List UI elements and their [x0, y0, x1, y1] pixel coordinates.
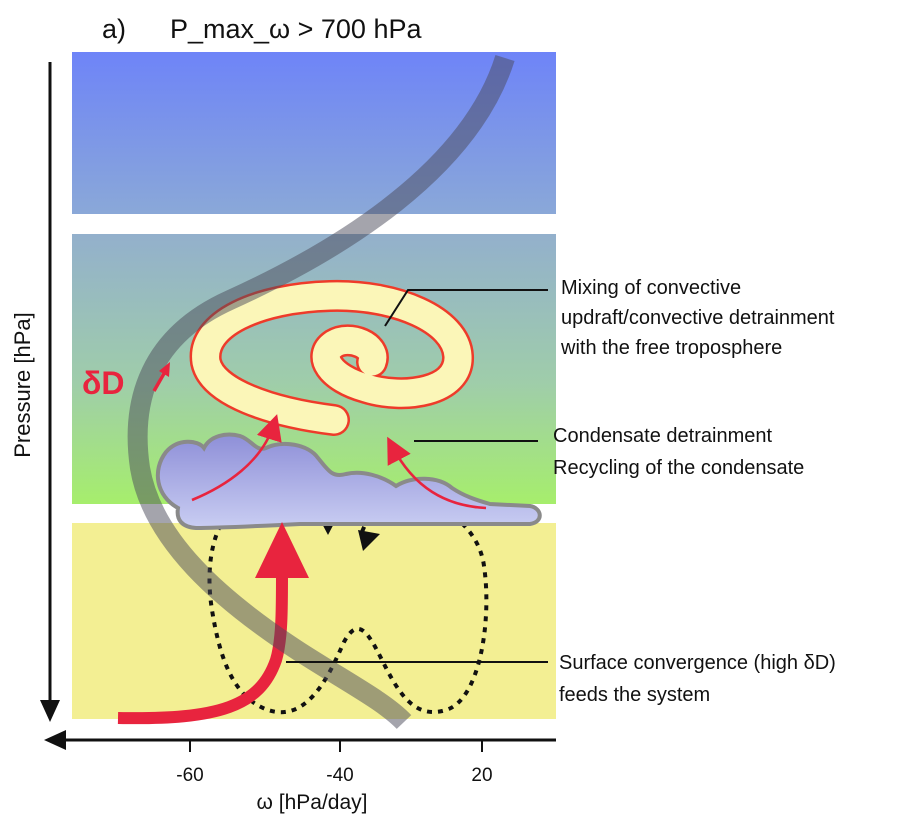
- mixing-leader-line: [384, 289, 548, 327]
- x-axis-arrowhead: [44, 730, 66, 750]
- surface-annotation-line-2: feeds the system: [559, 684, 710, 706]
- detrainment-arrow-right: [387, 436, 487, 510]
- omega-profile-curve: [127, 54, 515, 730]
- upper-troposphere-layer: [72, 52, 556, 214]
- mixing-annotation-line-3: with the free troposphere: [560, 337, 782, 359]
- x-axis-label: ω [hPa/day]: [257, 791, 368, 814]
- condensate-annotation-line-2: Recycling of the condensate: [553, 457, 804, 479]
- detrainment-arrow-left: [191, 414, 282, 502]
- y-axis-arrowhead: [40, 700, 60, 722]
- x-tick-label-2: -40: [326, 765, 353, 786]
- delta-d-label: δD: [82, 365, 125, 401]
- surface-inflow-arrow: [117, 571, 288, 725]
- mixing-annotation-line-1: Mixing of convective: [561, 277, 741, 299]
- mixing-swirl-fill: [192, 282, 472, 434]
- boundary-layer: [72, 523, 556, 719]
- panel-title: P_max_ω > 700 hPa: [170, 14, 422, 44]
- x-tick-label-3: 20: [471, 765, 492, 786]
- y-axis-label: Pressure [hPa]: [10, 312, 35, 458]
- surface-inflow-arrowhead: [255, 522, 309, 578]
- x-tick-label-1: -60: [176, 765, 203, 786]
- panel-label: a): [102, 14, 126, 44]
- loop-arrowhead-right: [358, 530, 380, 551]
- circulation-loop: [207, 486, 489, 715]
- surface-annotation-line-1: Surface convergence (high δD): [559, 652, 836, 674]
- condensate-annotation-line-1: Condensate detrainment: [553, 425, 772, 447]
- up-arrow-icon: [152, 362, 170, 392]
- mixing-annotation-line-2: updraft/convective detrainment: [561, 307, 835, 329]
